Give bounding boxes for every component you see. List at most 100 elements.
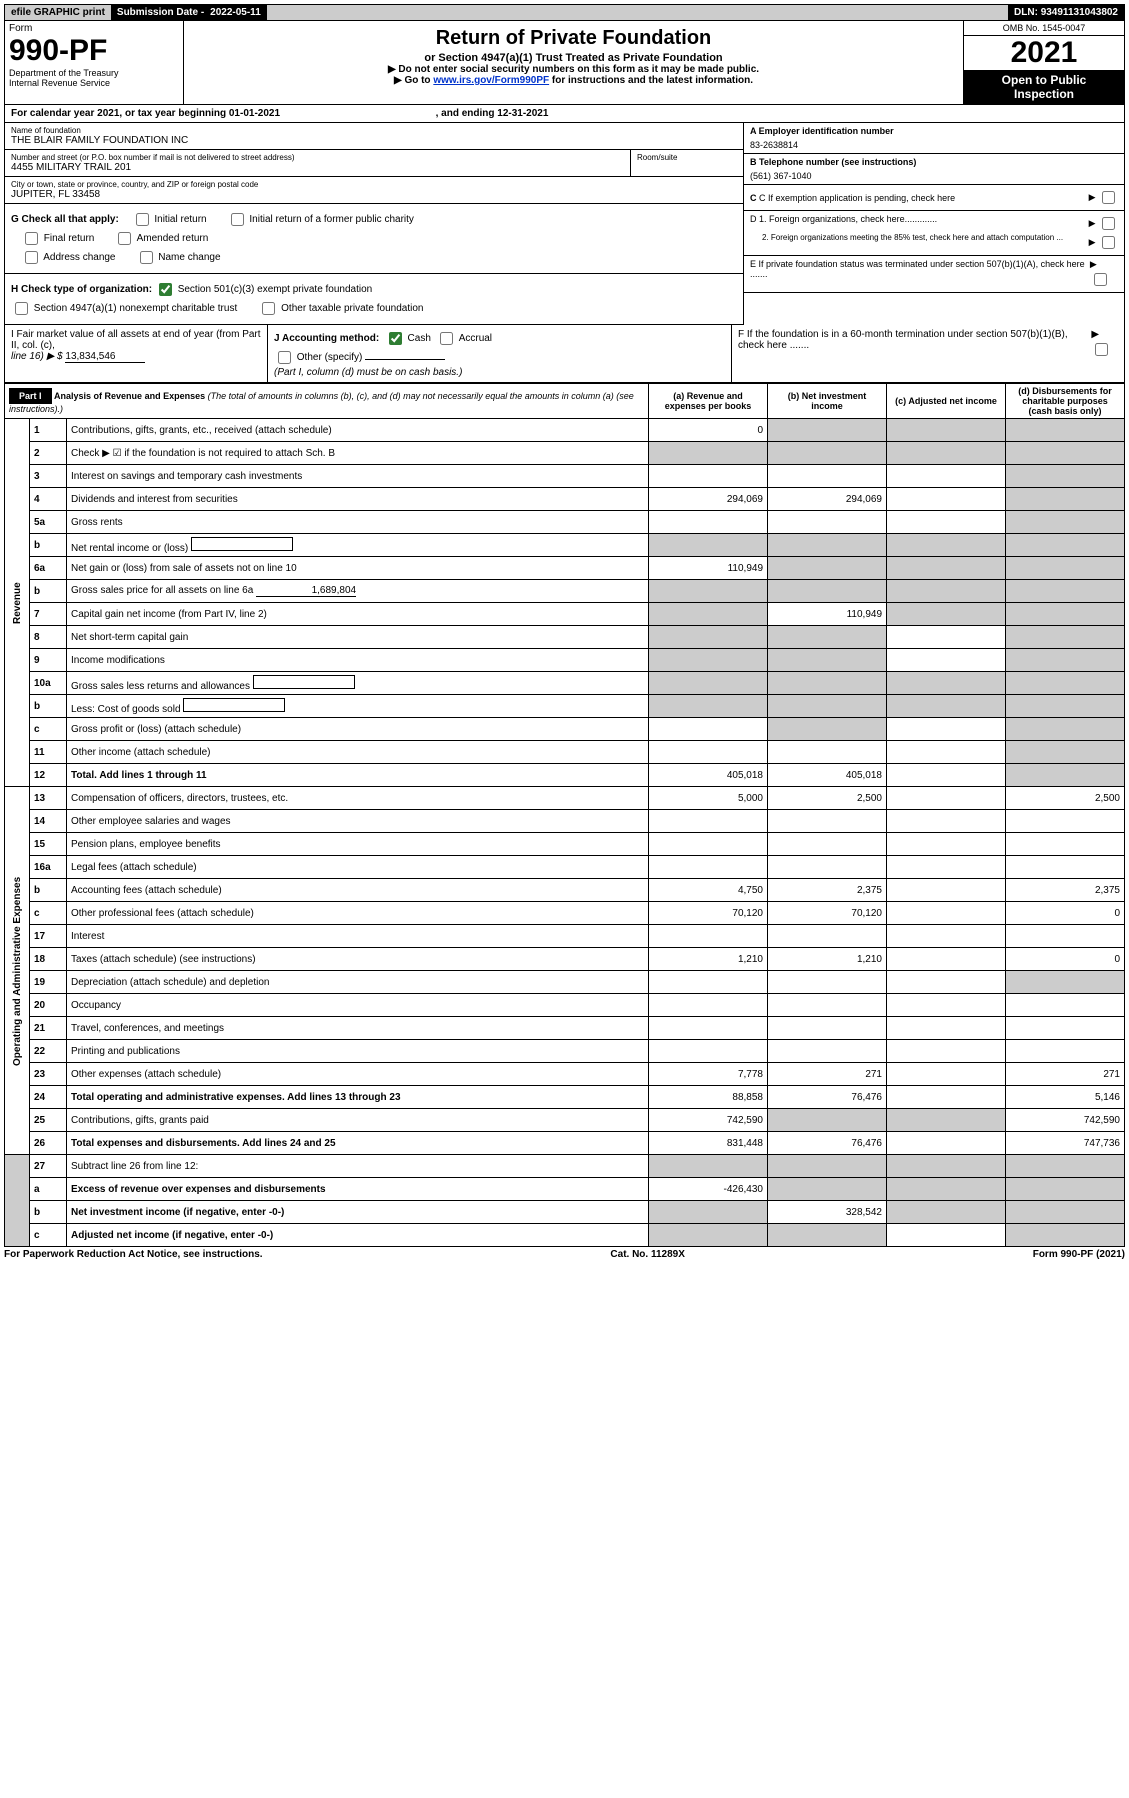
irs-link[interactable]: www.irs.gov/Form990PF	[433, 75, 549, 86]
line-number: b	[30, 1201, 67, 1224]
street-label: Number and street (or P.O. box number if…	[11, 153, 624, 162]
table-cell	[1006, 1040, 1125, 1063]
table-cell	[887, 603, 1006, 626]
table-cell: 70,120	[649, 902, 768, 925]
line-number: 15	[30, 833, 67, 856]
table-cell: 742,590	[1006, 1109, 1125, 1132]
line-number: b	[30, 580, 67, 603]
table-cell	[649, 1155, 768, 1178]
table-cell	[887, 833, 1006, 856]
table-cell	[768, 419, 887, 442]
tax-year: 2021	[964, 36, 1124, 70]
table-cell	[1006, 1178, 1125, 1201]
table-cell	[768, 672, 887, 695]
table-cell	[1006, 465, 1125, 488]
accrual-checkbox[interactable]: Accrual	[436, 333, 492, 344]
line-description: Other employee salaries and wages	[67, 810, 649, 833]
table-row: 22 Printing and publications	[5, 1040, 1125, 1063]
g-option-0[interactable]: Initial return	[132, 214, 207, 225]
line-description: Check ▶ ☑ if the foundation is not requi…	[67, 442, 649, 465]
line-number: 23	[30, 1063, 67, 1086]
table-cell: 0	[1006, 948, 1125, 971]
g-option-3[interactable]: Amended return	[114, 233, 208, 244]
top-bar: efile GRAPHIC print Submission Date - 20…	[4, 4, 1125, 21]
table-row: 27 Subtract line 26 from line 12:	[5, 1155, 1125, 1178]
table-cell: 831,448	[649, 1132, 768, 1155]
table-cell	[887, 741, 1006, 764]
table-cell	[1006, 1224, 1125, 1247]
table-cell	[649, 971, 768, 994]
city-state-zip: JUPITER, FL 33458	[11, 189, 737, 200]
table-cell	[768, 971, 887, 994]
table-row: 26 Total expenses and disbursements. Add…	[5, 1132, 1125, 1155]
table-cell	[649, 718, 768, 741]
table-cell	[768, 1155, 887, 1178]
calendar-year-row: For calendar year 2021, or tax year begi…	[4, 105, 1125, 123]
h-opt-4947[interactable]: Section 4947(a)(1) nonexempt charitable …	[11, 303, 237, 314]
name-label: Name of foundation	[11, 126, 737, 135]
f-checkbox[interactable]	[1095, 343, 1108, 356]
table-cell	[768, 810, 887, 833]
table-cell	[887, 856, 1006, 879]
d2-checkbox[interactable]	[1102, 236, 1115, 249]
table-row: 2 Check ▶ ☑ if the foundation is not req…	[5, 442, 1125, 465]
col-a-header: (a) Revenue and expenses per books	[649, 384, 768, 419]
table-row: c Gross profit or (loss) (attach schedul…	[5, 718, 1125, 741]
line-description: Other expenses (attach schedule)	[67, 1063, 649, 1086]
line-description: Gross sales price for all assets on line…	[67, 580, 649, 603]
line-description: Accounting fees (attach schedule)	[67, 879, 649, 902]
table-row: 11 Other income (attach schedule)	[5, 741, 1125, 764]
table-row: b Gross sales price for all assets on li…	[5, 580, 1125, 603]
form-footer-label: Form 990-PF (2021)	[1033, 1249, 1125, 1260]
e-checkbox[interactable]	[1094, 273, 1107, 286]
line-number: 8	[30, 626, 67, 649]
table-cell	[887, 580, 1006, 603]
line-description: Printing and publications	[67, 1040, 649, 1063]
table-cell	[887, 488, 1006, 511]
form-number: 990-PF	[9, 34, 179, 68]
c-checkbox[interactable]	[1102, 191, 1115, 204]
table-cell	[887, 1155, 1006, 1178]
table-cell	[887, 1178, 1006, 1201]
form-label: Form	[9, 23, 179, 34]
table-cell	[768, 1178, 887, 1201]
line-number: 22	[30, 1040, 67, 1063]
table-cell	[1006, 488, 1125, 511]
section-c: C If exemption application is pending, c…	[759, 193, 955, 203]
part-1-label: Part I	[9, 388, 52, 404]
table-cell	[887, 557, 1006, 580]
table-cell	[1006, 672, 1125, 695]
line-description: Net rental income or (loss)	[67, 534, 649, 557]
table-cell: 0	[1006, 902, 1125, 925]
table-cell: 2,375	[768, 879, 887, 902]
foundation-name: THE BLAIR FAMILY FOUNDATION INC	[11, 135, 737, 146]
table-cell	[1006, 1155, 1125, 1178]
table-cell	[1006, 764, 1125, 787]
room-label: Room/suite	[637, 153, 737, 162]
table-cell	[1006, 856, 1125, 879]
table-cell	[649, 810, 768, 833]
cash-checkbox[interactable]: Cash	[385, 333, 431, 344]
section-f: F If the foundation is in a 60-month ter…	[738, 329, 1091, 378]
g-option-4[interactable]: Address change	[21, 252, 116, 263]
line-description: Travel, conferences, and meetings	[67, 1017, 649, 1040]
line-description: Other income (attach schedule)	[67, 741, 649, 764]
table-cell	[1006, 971, 1125, 994]
d1-checkbox[interactable]	[1102, 217, 1115, 230]
line-number: 6a	[30, 557, 67, 580]
table-cell	[768, 626, 887, 649]
section-i-j-f: I Fair market value of all assets at end…	[4, 325, 1125, 383]
table-cell	[649, 1040, 768, 1063]
h-opt-501c3[interactable]: Section 501(c)(3) exempt private foundat…	[155, 284, 372, 295]
table-cell	[887, 511, 1006, 534]
table-row: 25 Contributions, gifts, grants paid 742…	[5, 1109, 1125, 1132]
g-option-2[interactable]: Final return	[21, 233, 94, 244]
g-option-5[interactable]: Name change	[136, 252, 221, 263]
table-cell	[649, 511, 768, 534]
other-method-checkbox[interactable]: Other (specify)	[274, 352, 362, 363]
line-number: 3	[30, 465, 67, 488]
h-opt-other[interactable]: Other taxable private foundation	[258, 303, 423, 314]
g-option-1[interactable]: Initial return of a former public charit…	[227, 214, 414, 225]
line-description: Total. Add lines 1 through 11	[67, 764, 649, 787]
line-description: Adjusted net income (if negative, enter …	[67, 1224, 649, 1247]
